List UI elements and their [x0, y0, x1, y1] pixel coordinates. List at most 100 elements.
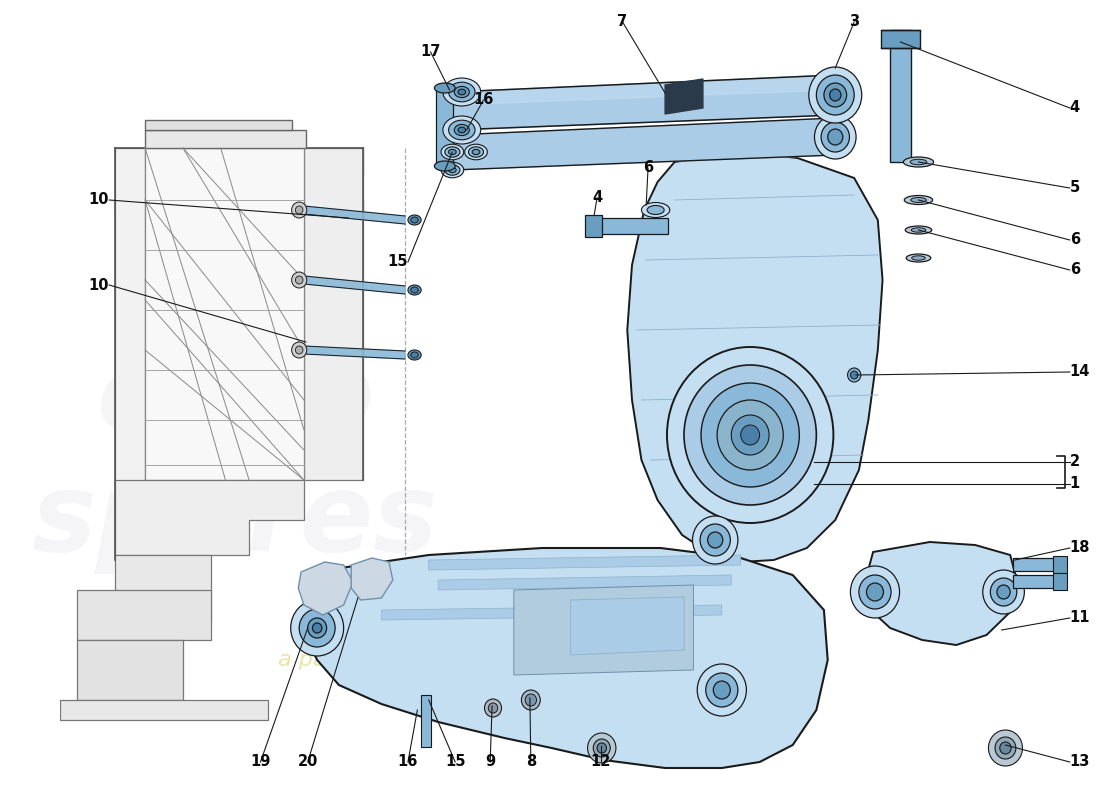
Circle shape [859, 575, 891, 609]
Ellipse shape [449, 150, 456, 154]
Ellipse shape [912, 256, 925, 260]
Circle shape [693, 516, 738, 564]
Circle shape [697, 664, 747, 716]
Circle shape [827, 129, 843, 145]
Bar [890, 30, 911, 162]
Bar [1053, 556, 1067, 573]
Circle shape [982, 570, 1024, 614]
Polygon shape [114, 148, 145, 560]
Polygon shape [145, 148, 304, 480]
Polygon shape [627, 152, 882, 562]
Text: 10: 10 [89, 193, 109, 207]
Ellipse shape [647, 206, 664, 214]
Ellipse shape [408, 215, 421, 225]
Text: 4: 4 [1069, 101, 1080, 115]
Polygon shape [452, 118, 835, 170]
Circle shape [525, 694, 537, 706]
Text: 12: 12 [591, 754, 611, 770]
Ellipse shape [469, 146, 484, 157]
Circle shape [850, 371, 858, 379]
Circle shape [308, 618, 327, 638]
Polygon shape [514, 585, 693, 675]
Ellipse shape [449, 120, 475, 140]
Text: 8: 8 [526, 754, 536, 770]
Circle shape [296, 276, 303, 284]
Polygon shape [114, 148, 363, 210]
Text: 6: 6 [644, 161, 653, 175]
Bar [592, 218, 668, 234]
Circle shape [667, 347, 834, 523]
Bar [585, 215, 602, 237]
Text: 10: 10 [89, 278, 109, 293]
Ellipse shape [449, 82, 475, 102]
Text: 18: 18 [1069, 541, 1090, 555]
Ellipse shape [903, 157, 934, 167]
Text: 20: 20 [297, 754, 318, 770]
Polygon shape [114, 480, 304, 555]
Text: 6: 6 [1069, 233, 1080, 247]
Ellipse shape [410, 217, 418, 223]
Ellipse shape [464, 144, 487, 160]
Polygon shape [351, 558, 393, 600]
Circle shape [292, 342, 307, 358]
Ellipse shape [434, 83, 455, 93]
Ellipse shape [458, 127, 465, 133]
Ellipse shape [641, 202, 670, 218]
Circle shape [990, 578, 1016, 606]
Circle shape [746, 430, 755, 440]
Bar [1013, 575, 1063, 588]
Circle shape [740, 425, 760, 445]
Circle shape [296, 346, 303, 354]
Ellipse shape [408, 350, 421, 360]
Circle shape [1000, 742, 1011, 754]
Text: 3: 3 [849, 14, 859, 30]
Circle shape [713, 681, 730, 699]
Text: 1: 1 [1069, 477, 1080, 491]
Ellipse shape [449, 167, 456, 173]
Polygon shape [298, 562, 353, 615]
Polygon shape [382, 605, 722, 620]
Polygon shape [438, 575, 732, 590]
Text: 9: 9 [485, 754, 495, 770]
Ellipse shape [443, 78, 481, 106]
Text: 15: 15 [387, 254, 408, 270]
Circle shape [816, 75, 855, 115]
Polygon shape [145, 120, 292, 130]
Circle shape [808, 67, 861, 123]
Polygon shape [429, 555, 740, 570]
Polygon shape [304, 276, 405, 294]
Ellipse shape [911, 228, 926, 232]
Polygon shape [304, 346, 405, 359]
Text: 17: 17 [420, 45, 441, 59]
Text: 16: 16 [398, 754, 418, 770]
Circle shape [732, 415, 769, 455]
Ellipse shape [443, 116, 481, 144]
Circle shape [312, 623, 322, 633]
Circle shape [829, 89, 840, 101]
Circle shape [707, 532, 723, 548]
Text: 14: 14 [1069, 365, 1090, 379]
Ellipse shape [906, 254, 931, 262]
Text: 6: 6 [1069, 262, 1080, 278]
Circle shape [850, 566, 900, 618]
Ellipse shape [458, 90, 465, 94]
Polygon shape [452, 75, 835, 105]
Text: 2: 2 [1069, 454, 1080, 470]
Ellipse shape [454, 124, 470, 135]
Ellipse shape [904, 195, 933, 205]
Ellipse shape [910, 159, 927, 165]
Polygon shape [666, 79, 703, 114]
Text: 4: 4 [592, 190, 602, 206]
Text: 16: 16 [473, 93, 494, 107]
Circle shape [867, 583, 883, 601]
Ellipse shape [408, 285, 421, 295]
Circle shape [488, 703, 497, 713]
Polygon shape [60, 700, 268, 720]
Ellipse shape [454, 86, 470, 98]
Polygon shape [145, 130, 306, 148]
Polygon shape [866, 542, 1016, 645]
Ellipse shape [441, 144, 464, 160]
Bar [881, 30, 921, 48]
Text: 13: 13 [1069, 754, 1090, 770]
Circle shape [989, 730, 1023, 766]
